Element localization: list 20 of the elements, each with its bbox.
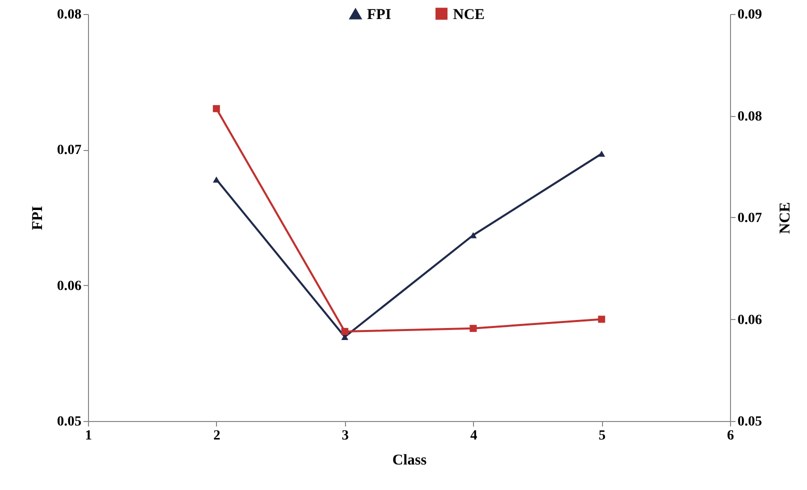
x-tick-label: 5: [598, 428, 606, 444]
y2-tick-label: 0.05: [738, 414, 762, 430]
legend-label: NCE: [453, 6, 485, 23]
x-tick-label: 6: [727, 428, 734, 444]
y-tick-label: 0.06: [57, 278, 82, 294]
x-axis-title: Class: [392, 452, 427, 468]
y2-tick-label: 0.09: [738, 8, 762, 22]
y2-tick-label: 0.07: [738, 211, 762, 226]
x-tick-label: 3: [342, 428, 349, 444]
legend-label: FPI: [367, 7, 392, 24]
y-tick-label: 0.08: [57, 8, 82, 22]
x-tick-label: 1: [85, 428, 92, 444]
y2-tick-label: 0.06: [738, 312, 762, 328]
y-tick-label: 0.07: [57, 143, 82, 158]
x-tick-label: 4: [470, 428, 478, 444]
y-tick-label: 0.05: [57, 414, 82, 430]
y2-tick-label: 0.08: [738, 109, 762, 124]
y2-axis-title: NCE: [778, 202, 794, 234]
y-axis-title: FPI: [30, 206, 46, 230]
x-tick-label: 2: [213, 428, 220, 444]
